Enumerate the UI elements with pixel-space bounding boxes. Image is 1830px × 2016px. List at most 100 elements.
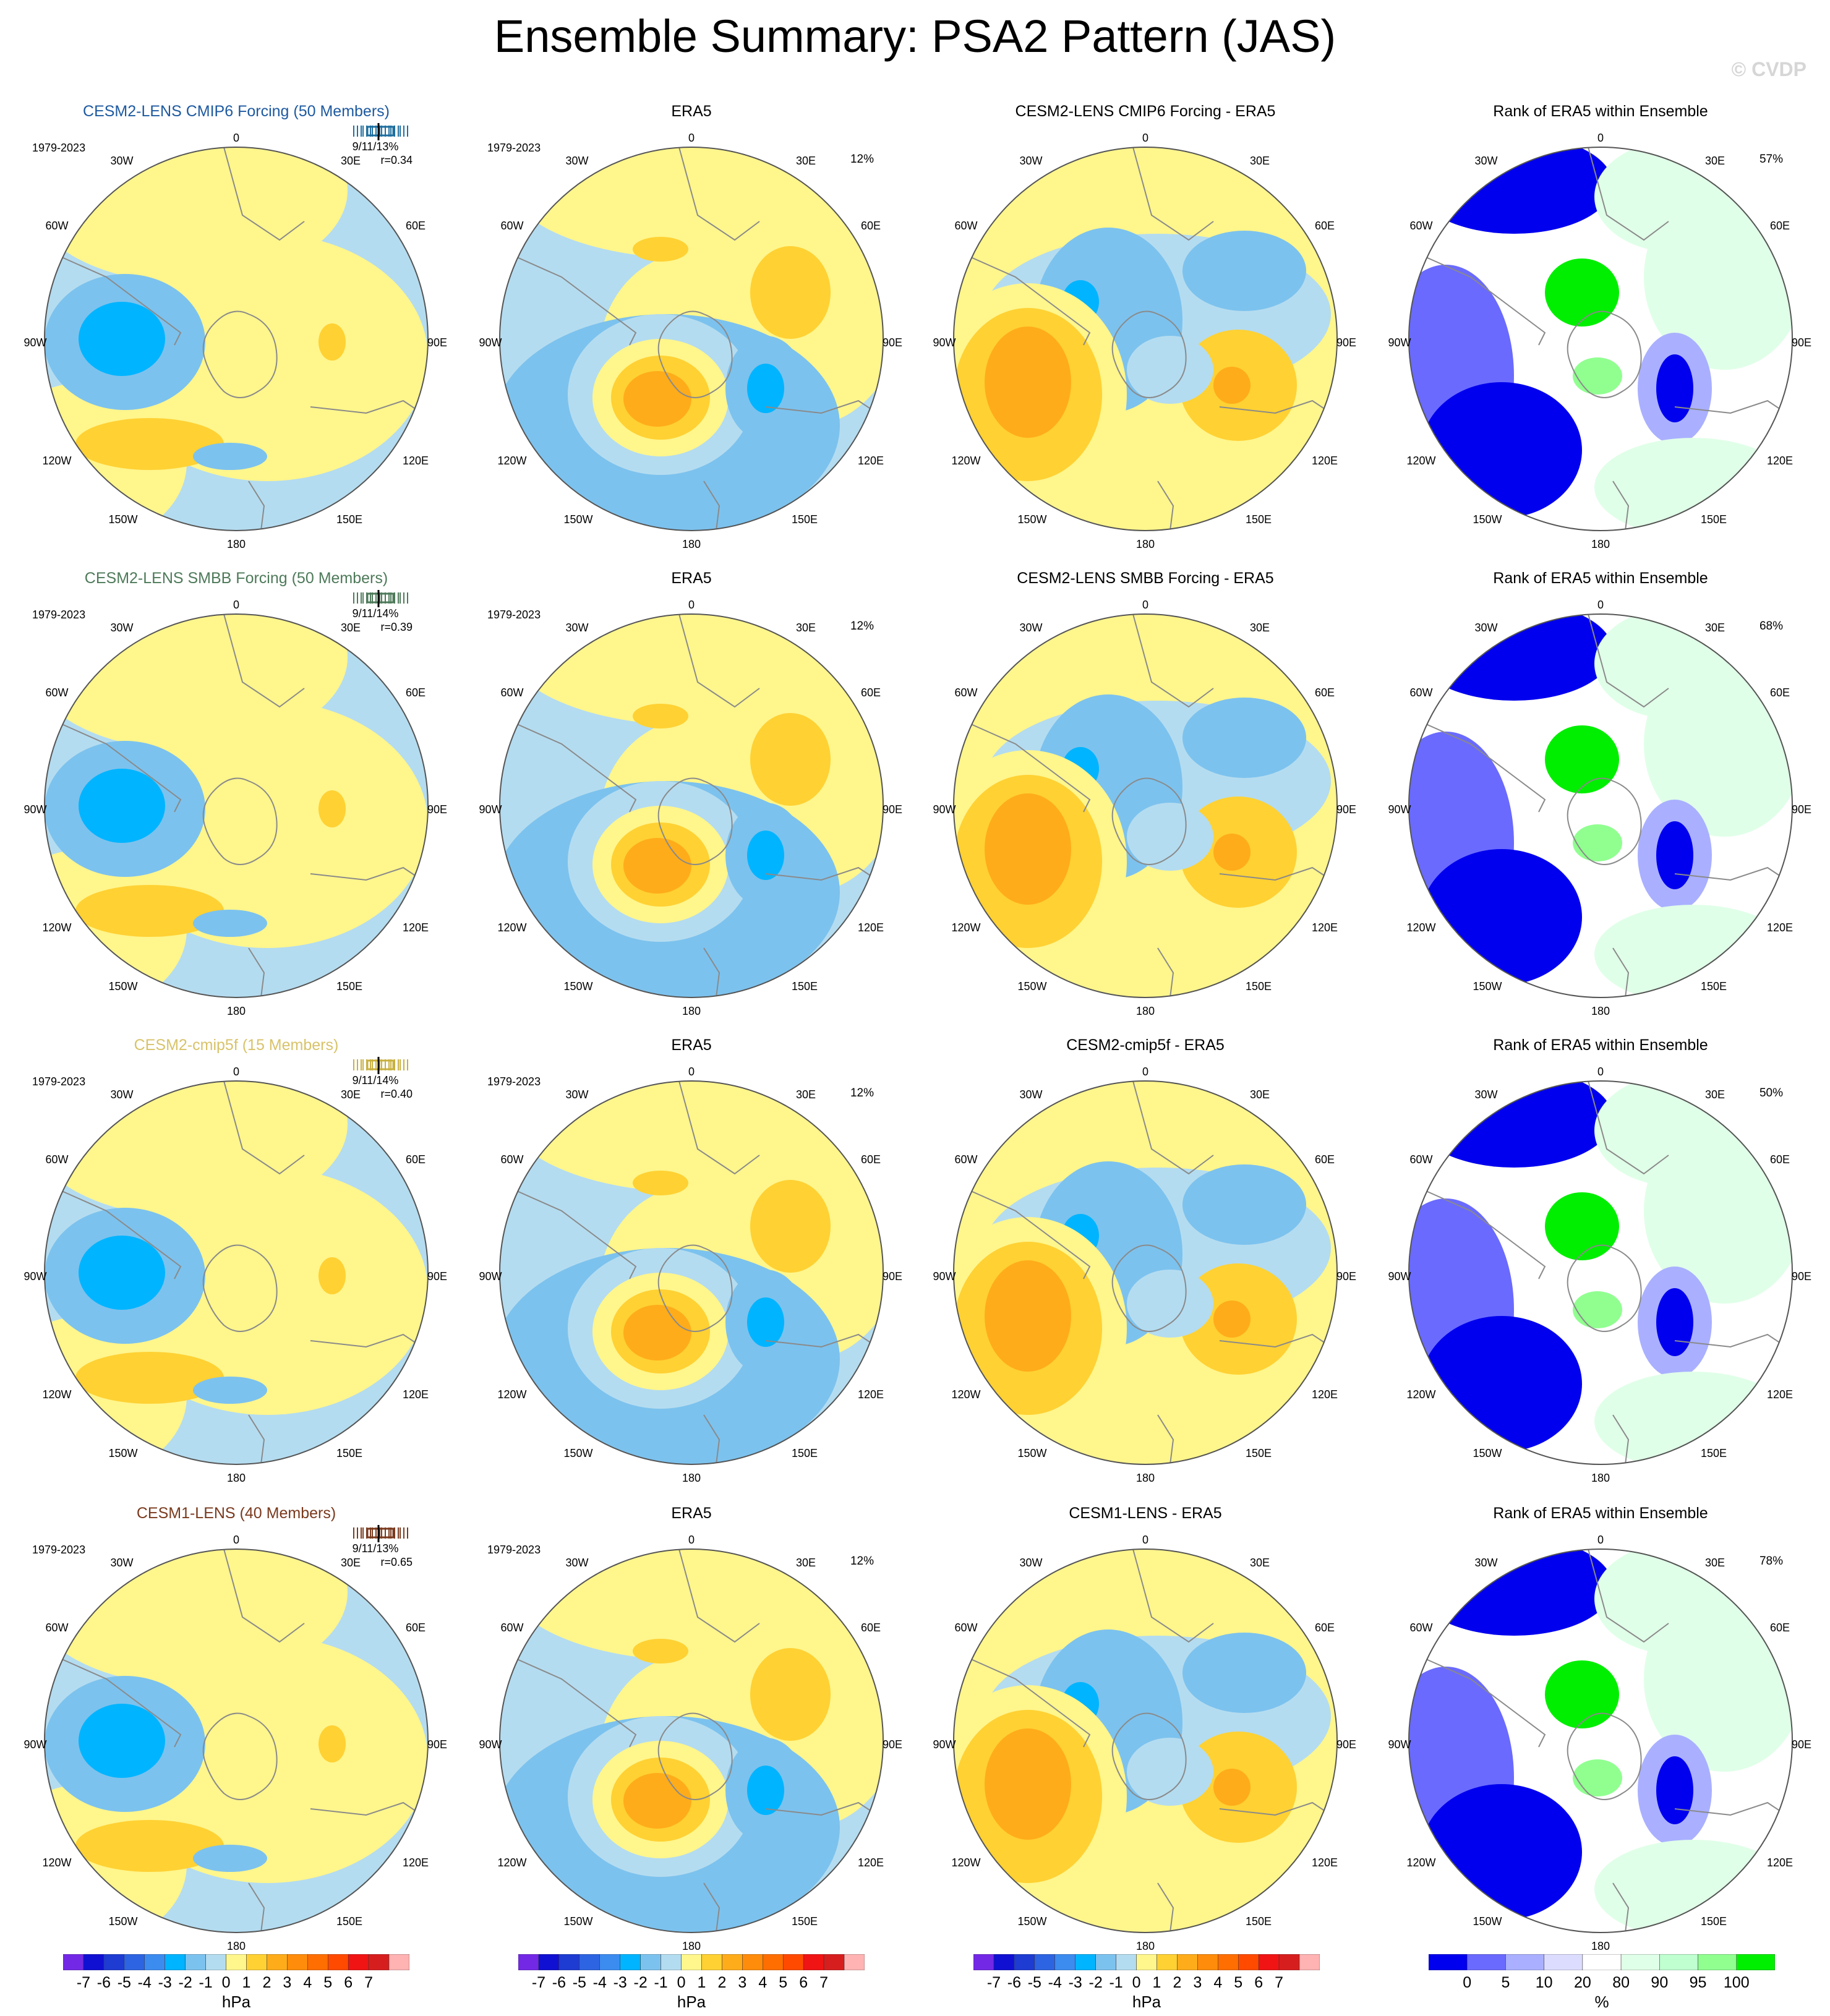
south-america-coast [1414, 1185, 1546, 1279]
longitude-label: 60W [500, 220, 523, 232]
longitude-label: 150W [1473, 980, 1502, 993]
colorbar-swatch [579, 1954, 601, 1970]
longitude-label: 90W [1388, 1270, 1411, 1283]
longitude-label: 150W [563, 1447, 592, 1459]
colorbar-tick-label: 2 [1173, 1974, 1182, 1991]
contour-region [75, 1820, 224, 1872]
contour-region [747, 1766, 784, 1815]
longitude-label: 60W [45, 686, 68, 699]
colorbar-tick-label: 4 [303, 1974, 312, 1991]
colorbar-swatch [165, 1954, 186, 1970]
colorbar-swatch [782, 1954, 804, 1970]
contour-field [1409, 147, 1792, 531]
longitude-label: 30E [796, 621, 816, 634]
longitude-label: 180 [682, 1940, 701, 1952]
map-border [1408, 1548, 1793, 1933]
longitude-label: 120E [858, 921, 884, 934]
longitude-label: 120E [403, 1856, 429, 1869]
longitude-label: 120E [1767, 1388, 1793, 1401]
contour-region [75, 1352, 224, 1404]
longitude-label: 60E [1770, 1153, 1790, 1166]
south-america-coast [505, 1654, 637, 1748]
colorbar-swatch [327, 1954, 349, 1970]
contour-region [1421, 849, 1582, 985]
colorbar-swatches [63, 1954, 409, 1970]
new-zealand-coast [1612, 481, 1630, 531]
colorbar-tick-label: -3 [613, 1974, 627, 1991]
map-border [953, 1080, 1338, 1465]
colorbar-tick-label: 2 [717, 1974, 727, 1991]
longitude-label: 90W [1388, 1738, 1411, 1751]
longitude-label: 150E [336, 1447, 362, 1459]
colorbar-tick-label: 5 [779, 1974, 788, 1991]
colorbar-tick-label: -6 [552, 1974, 566, 1991]
longitude-label: 180 [682, 1472, 701, 1484]
longitude-label: 120E [1312, 1856, 1338, 1869]
colorbar-tick-label: 6 [799, 1974, 808, 1991]
contour-region [1656, 354, 1693, 422]
longitude-label: 150W [563, 1915, 592, 1928]
period-label: 1979-2023 [487, 609, 541, 621]
antarctica-outline [657, 1712, 733, 1800]
longitude-label: 90E [1336, 803, 1356, 816]
colorbar-swatch [287, 1954, 308, 1970]
longitude-label: 120E [403, 921, 429, 934]
longitude-label: 60W [500, 1153, 523, 1166]
colorbar-swatch [1136, 1954, 1157, 1970]
south-america-coast [505, 252, 637, 346]
antarctica-outline [202, 1712, 278, 1800]
map-border [499, 147, 884, 531]
longitude-label: 150E [1701, 980, 1727, 993]
longitude-label: 60E [861, 686, 881, 699]
antarctica-outline [657, 310, 733, 398]
period-label: 1979-2023 [32, 1544, 85, 1556]
map-border [499, 1548, 884, 1933]
colorbar-swatch [388, 1954, 409, 1970]
colorbar-ticks: -7 -6 -5 -4 -3 -2 -1 0 1 2 3 4 5 6 7 [63, 1974, 409, 1993]
contour-region [1594, 1372, 1792, 1464]
panel-era5-row2: 0 30E 60E 90E 120E 150E 180 150W 120W 90W 60W 30W ER… [479, 570, 902, 1017]
colorbar-swatch [973, 1954, 994, 1970]
colorbar-swatch [1258, 1954, 1280, 1970]
longitude-label: 150E [1246, 513, 1272, 526]
map-border [1408, 147, 1793, 531]
longitude-label: 30E [796, 155, 816, 167]
colorbar-swatch [661, 1954, 682, 1970]
cvdp-watermark: © CVDP [1731, 58, 1806, 80]
longitude-label: 120E [1312, 1388, 1338, 1401]
colorbar-swatch [1014, 1954, 1035, 1970]
longitude-label: 120W [497, 1388, 526, 1401]
contour-region [1594, 1840, 1792, 1933]
colorbar-tick-label: 80 [1612, 1974, 1630, 1991]
longitude-label: 150W [563, 980, 592, 993]
longitude-label: 180 [1591, 1472, 1610, 1484]
colorbar-tick-label: 1 [697, 1974, 706, 1991]
ensemble-spread-box [353, 590, 408, 607]
contour-field [954, 1549, 1337, 1933]
longitude-label: 180 [1136, 1472, 1155, 1484]
panel-title: Rank of ERA5 within Ensemble [1493, 1505, 1708, 1522]
longitude-label: 120E [1312, 921, 1338, 934]
colorbar-rank: 0 5 10 20 80 90 95 100 % [1429, 1954, 1775, 2011]
africa-coast [1588, 1549, 1669, 1643]
panel-title: ERA5 [671, 103, 711, 120]
panel-rank-row1: 0 30E 60E 90E 120E 150E 180 150W 120W 90W 60W 30W Ra… [1388, 103, 1811, 550]
africa-coast [223, 614, 305, 708]
panel-title: CESM2-LENS CMIP6 Forcing - ERA5 [1015, 103, 1276, 120]
explained-variance: 78% [1759, 1555, 1783, 1568]
contour-region [319, 790, 346, 827]
ensemble-variance-stats: 9/11/13% [353, 140, 399, 153]
panel-model-row1: 0 30E 60E 90E 120E 150E 180 150W 120W 90W 60W 30W CE… [24, 103, 447, 550]
new-zealand-coast [703, 481, 720, 531]
colorbar-swatch [1054, 1954, 1075, 1970]
longitude-label: 120E [1767, 455, 1793, 467]
pattern-correlation: r=0.65 [380, 1556, 413, 1568]
panel-title: Rank of ERA5 within Ensemble [1493, 1036, 1708, 1054]
contour-field [954, 614, 1337, 997]
ensemble-variance-stats: 9/11/14% [353, 1074, 399, 1087]
longitude-label: 60W [45, 1621, 68, 1634]
colorbar-tick-label: 1 [1152, 1974, 1161, 1991]
pattern-correlation: r=0.40 [380, 1088, 413, 1100]
colorbar-swatch [103, 1954, 125, 1970]
panel-rank-row4: 0 30E 60E 90E 120E 150E 180 150W 120W 90W 60W 30W Ra… [1388, 1505, 1811, 1952]
